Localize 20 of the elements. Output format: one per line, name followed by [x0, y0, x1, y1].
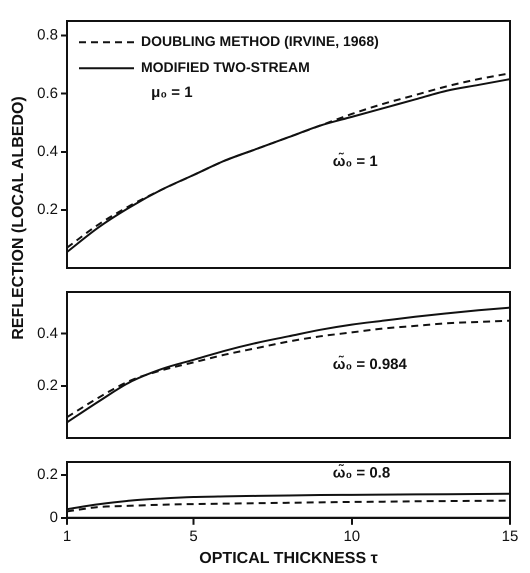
annotation: ω̃₀ = 0.984	[332, 355, 408, 374]
y-tick-label: 0.4	[37, 324, 58, 342]
y-tick-label: 0.8	[37, 26, 58, 44]
x-tick-label: 10	[343, 528, 360, 545]
legend-label: DOUBLING METHOD (IRVINE, 1968)	[141, 33, 379, 50]
x-tick-label: 1	[62, 528, 72, 545]
x-tick-label: 5	[189, 528, 198, 545]
y-tick-label: 0.6	[37, 84, 58, 102]
legend-label: MODIFIED TWO-STREAM	[141, 59, 310, 76]
x-axis-title: OPTICAL THICKNESS τ	[199, 550, 378, 567]
y-tick-label: 0.2	[37, 201, 58, 218]
y-tick-label: 0.4	[37, 142, 58, 160]
y-axis-title: REFLECTION (LOCAL ALBEDO)	[10, 96, 28, 340]
y-tick-label: 0.2	[37, 466, 58, 484]
annotation: ω̃₀ = 1	[332, 152, 378, 170]
y-tick-label: 0	[50, 508, 58, 526]
y-tick-label: 0.2	[37, 377, 58, 394]
x-tick-label: 15	[502, 528, 518, 545]
annotation: ω̃₀ = 0.8	[332, 463, 390, 482]
annotation: μ₀ = 1	[151, 84, 193, 101]
